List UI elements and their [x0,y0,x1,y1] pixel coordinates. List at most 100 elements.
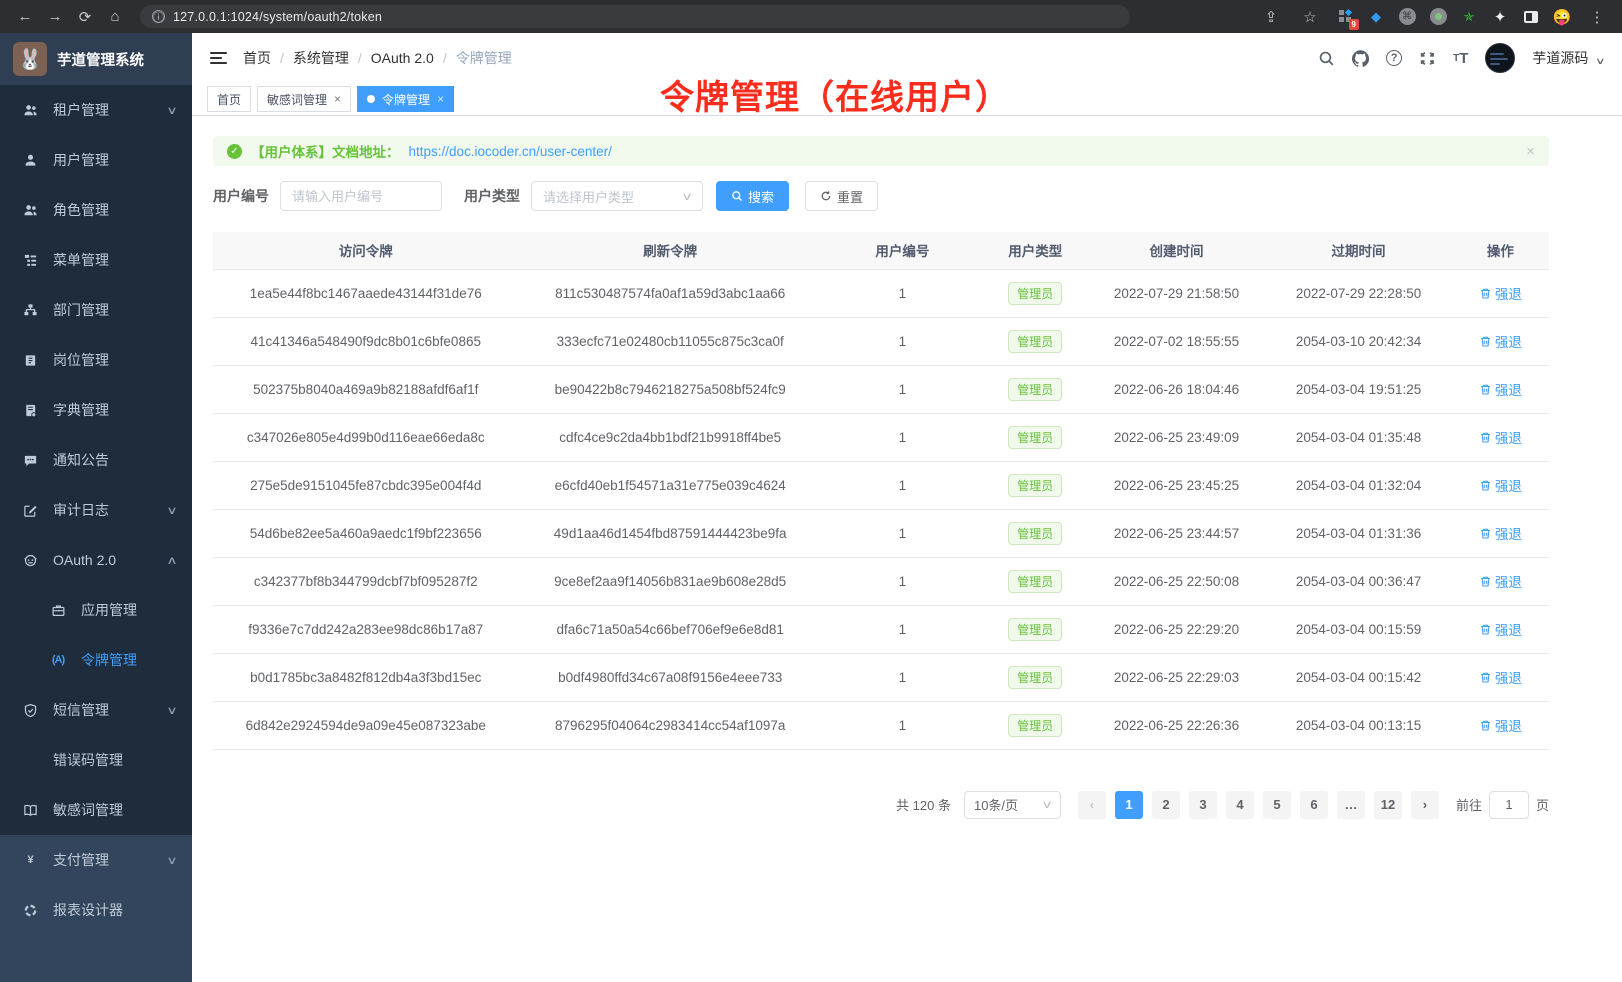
help-icon[interactable]: ? [1386,50,1403,66]
bookmark-star-icon[interactable]: ☆ [1303,8,1317,26]
github-icon[interactable] [1352,49,1370,67]
page-button-3[interactable]: 3 [1188,790,1217,819]
user-id-input[interactable] [280,181,442,211]
sidebar-item-短信管理[interactable]: 短信管理 ∨ [0,685,192,735]
page-button-6[interactable]: 6 [1299,790,1328,819]
user-type-cell: 管理员 [982,653,1088,702]
user-menu-caret-icon[interactable]: ∨ [1595,55,1606,66]
sidebar-item-敏感词管理[interactable]: 敏感词管理 [0,785,192,835]
action-cell: 强退 [1451,653,1549,702]
browser-menu-icon[interactable]: ⋮ [1589,8,1605,26]
force-logout-button[interactable]: 强退 [1479,475,1522,495]
force-logout-button[interactable]: 强退 [1479,331,1522,351]
search-button[interactable]: 搜索 [716,181,790,211]
tab-close-icon[interactable]: × [334,92,342,106]
sidebar-item-用户管理[interactable]: 用户管理 [0,135,192,185]
side-panel-icon[interactable] [1522,8,1540,26]
sidebar-item-岗位管理[interactable]: 岗位管理 [0,335,192,385]
page-button-12[interactable]: 12 [1373,790,1402,819]
reload-icon[interactable]: ⟳ [78,8,92,26]
sidebar-item-报表设计器[interactable]: 报表设计器 [0,885,192,935]
page-size-select[interactable]: 10条/页 ∨ [963,790,1061,819]
goto-page-input[interactable] [1488,790,1529,819]
user-id-cell: 1 [821,605,983,654]
user-type-badge: 管理员 [1008,377,1063,401]
sidebar-item-部门管理[interactable]: 部门管理 [0,285,192,335]
page-unit-label: 页 [1535,798,1549,813]
command-extension-icon[interactable]: ⌘ [1398,8,1416,26]
sidebar-item-角色管理[interactable]: 角色管理 [0,185,192,235]
sidebar-item-label: 短信管理 [53,702,109,718]
force-logout-button[interactable]: 强退 [1479,283,1522,303]
access-token-cell: 54d6be82ee5a460a9aedc1f9bf223656 [213,509,519,558]
action-cell: 强退 [1451,461,1549,510]
user-avatar[interactable] [1485,43,1516,73]
pinwheel-extension-icon[interactable]: ✦ [1493,8,1507,26]
share-icon[interactable]: ⇪ [1264,8,1278,26]
sidebar-item-菜单管理[interactable]: 菜单管理 [0,235,192,285]
force-logout-button[interactable]: 强退 [1479,571,1522,591]
page-button-4[interactable]: 4 [1225,790,1254,819]
back-icon[interactable]: ← [17,8,33,25]
breadcrumb-item[interactable]: 系统管理 [292,50,349,66]
sidebar-item-通知公告[interactable]: 通知公告 [0,435,192,485]
force-logout-button[interactable]: 强退 [1479,715,1522,735]
page-button-5[interactable]: 5 [1262,790,1291,819]
alert-close-icon[interactable]: × [1526,142,1535,160]
breadcrumb-item[interactable]: OAuth 2.0 [370,50,434,66]
address-bar[interactable]: ⓘ 127.0.0.1:1024/system/oauth2/token [140,5,1130,28]
gem-extension-icon[interactable]: ◆ [1371,8,1381,24]
reset-button[interactable]: 重置 [805,181,879,211]
action-cell: 强退 [1451,557,1549,606]
tab-敏感词管理[interactable]: 敏感词管理 × [257,86,352,112]
sidebar-item-错误码管理[interactable]: 错误码管理 [0,735,192,785]
page-more-button[interactable]: … [1336,790,1365,819]
access-token-cell: c342377bf8b344799dcbf7bf095287f2 [213,557,519,606]
doc-link[interactable]: https://doc.iocoder.cn/user-center/ [408,143,612,159]
sidebar-item-审计日志[interactable]: 审计日志 ∨ [0,485,192,535]
record-extension-icon[interactable] [1429,8,1447,26]
refresh-token-cell: 811c530487574fa0af1a59d3abc1aa66 [518,269,822,318]
app-logo-row[interactable]: 🐰 芋道管理系统 [0,33,192,85]
prev-page-button[interactable]: ‹ [1077,790,1106,819]
site-info-icon[interactable]: ⓘ [152,10,165,24]
force-logout-button[interactable]: 强退 [1479,619,1522,639]
breadcrumb-separator: / [442,50,447,66]
sidebar-item-应用管理[interactable]: 应用管理 [0,585,192,635]
table-row: b0d1785bc3a8482f812db4a3f3bd15ec b0df4980… [213,653,1549,702]
force-logout-button[interactable]: 强退 [1479,523,1522,543]
sidebar-menu: 租户管理 ∨ 用户管理 角色管理 菜单管理 部门管理 岗位管理 字典管理 通知公告 审计日志 ∨ OA… [0,85,192,835]
force-logout-button[interactable]: 强退 [1479,427,1522,447]
access-token-cell: 502375b8040a469a9b82188afdf6af1f [213,365,519,414]
breadcrumb-item[interactable]: 首页 [243,50,271,66]
user-type-cell: 管理员 [982,365,1088,414]
expire-time-cell: 2054-03-10 20:42:34 [1265,317,1452,366]
sidebar-item-令牌管理[interactable]: (A) 令牌管理 [0,635,192,685]
profile-emoji-avatar[interactable]: 😜 [1552,8,1572,26]
tab-令牌管理[interactable]: 令牌管理 × [357,86,455,112]
sidebar-item-租户管理[interactable]: 租户管理 ∨ [0,85,192,135]
home-icon[interactable]: ⌂ [110,8,120,25]
oauth-face-icon [21,553,39,568]
page-button-2[interactable]: 2 [1151,790,1180,819]
sidebar-item-支付管理[interactable]: ¥ 支付管理 ∨ [0,835,192,885]
collapse-sidebar-icon[interactable] [210,52,227,64]
force-logout-trash-icon [1480,432,1490,442]
tab-首页[interactable]: 首页 [207,86,252,112]
fullscreen-icon[interactable] [1419,50,1436,67]
force-logout-button[interactable]: 强退 [1479,379,1522,399]
tab-close-icon[interactable]: × [437,92,445,106]
page-button-1[interactable]: 1 [1114,790,1143,819]
search-icon[interactable] [1318,50,1335,67]
sidebar-item-字典管理[interactable]: 字典管理 [0,385,192,435]
extension-grid-icon[interactable]: 9 [1336,8,1359,30]
forward-icon[interactable]: → [47,8,63,25]
user-type-select[interactable]: 请选择用户类型 ∨ [531,181,703,211]
next-page-button[interactable]: › [1410,790,1439,819]
chevron-down-icon: ∨ [166,504,178,517]
sidebar-item-OAuth 2.0[interactable]: OAuth 2.0 ∧ [0,535,192,585]
force-logout-button[interactable]: 强退 [1479,667,1522,687]
star-extension-icon[interactable]: ✯ [1463,8,1475,24]
sidebar-item-label: 租户管理 [53,102,109,118]
